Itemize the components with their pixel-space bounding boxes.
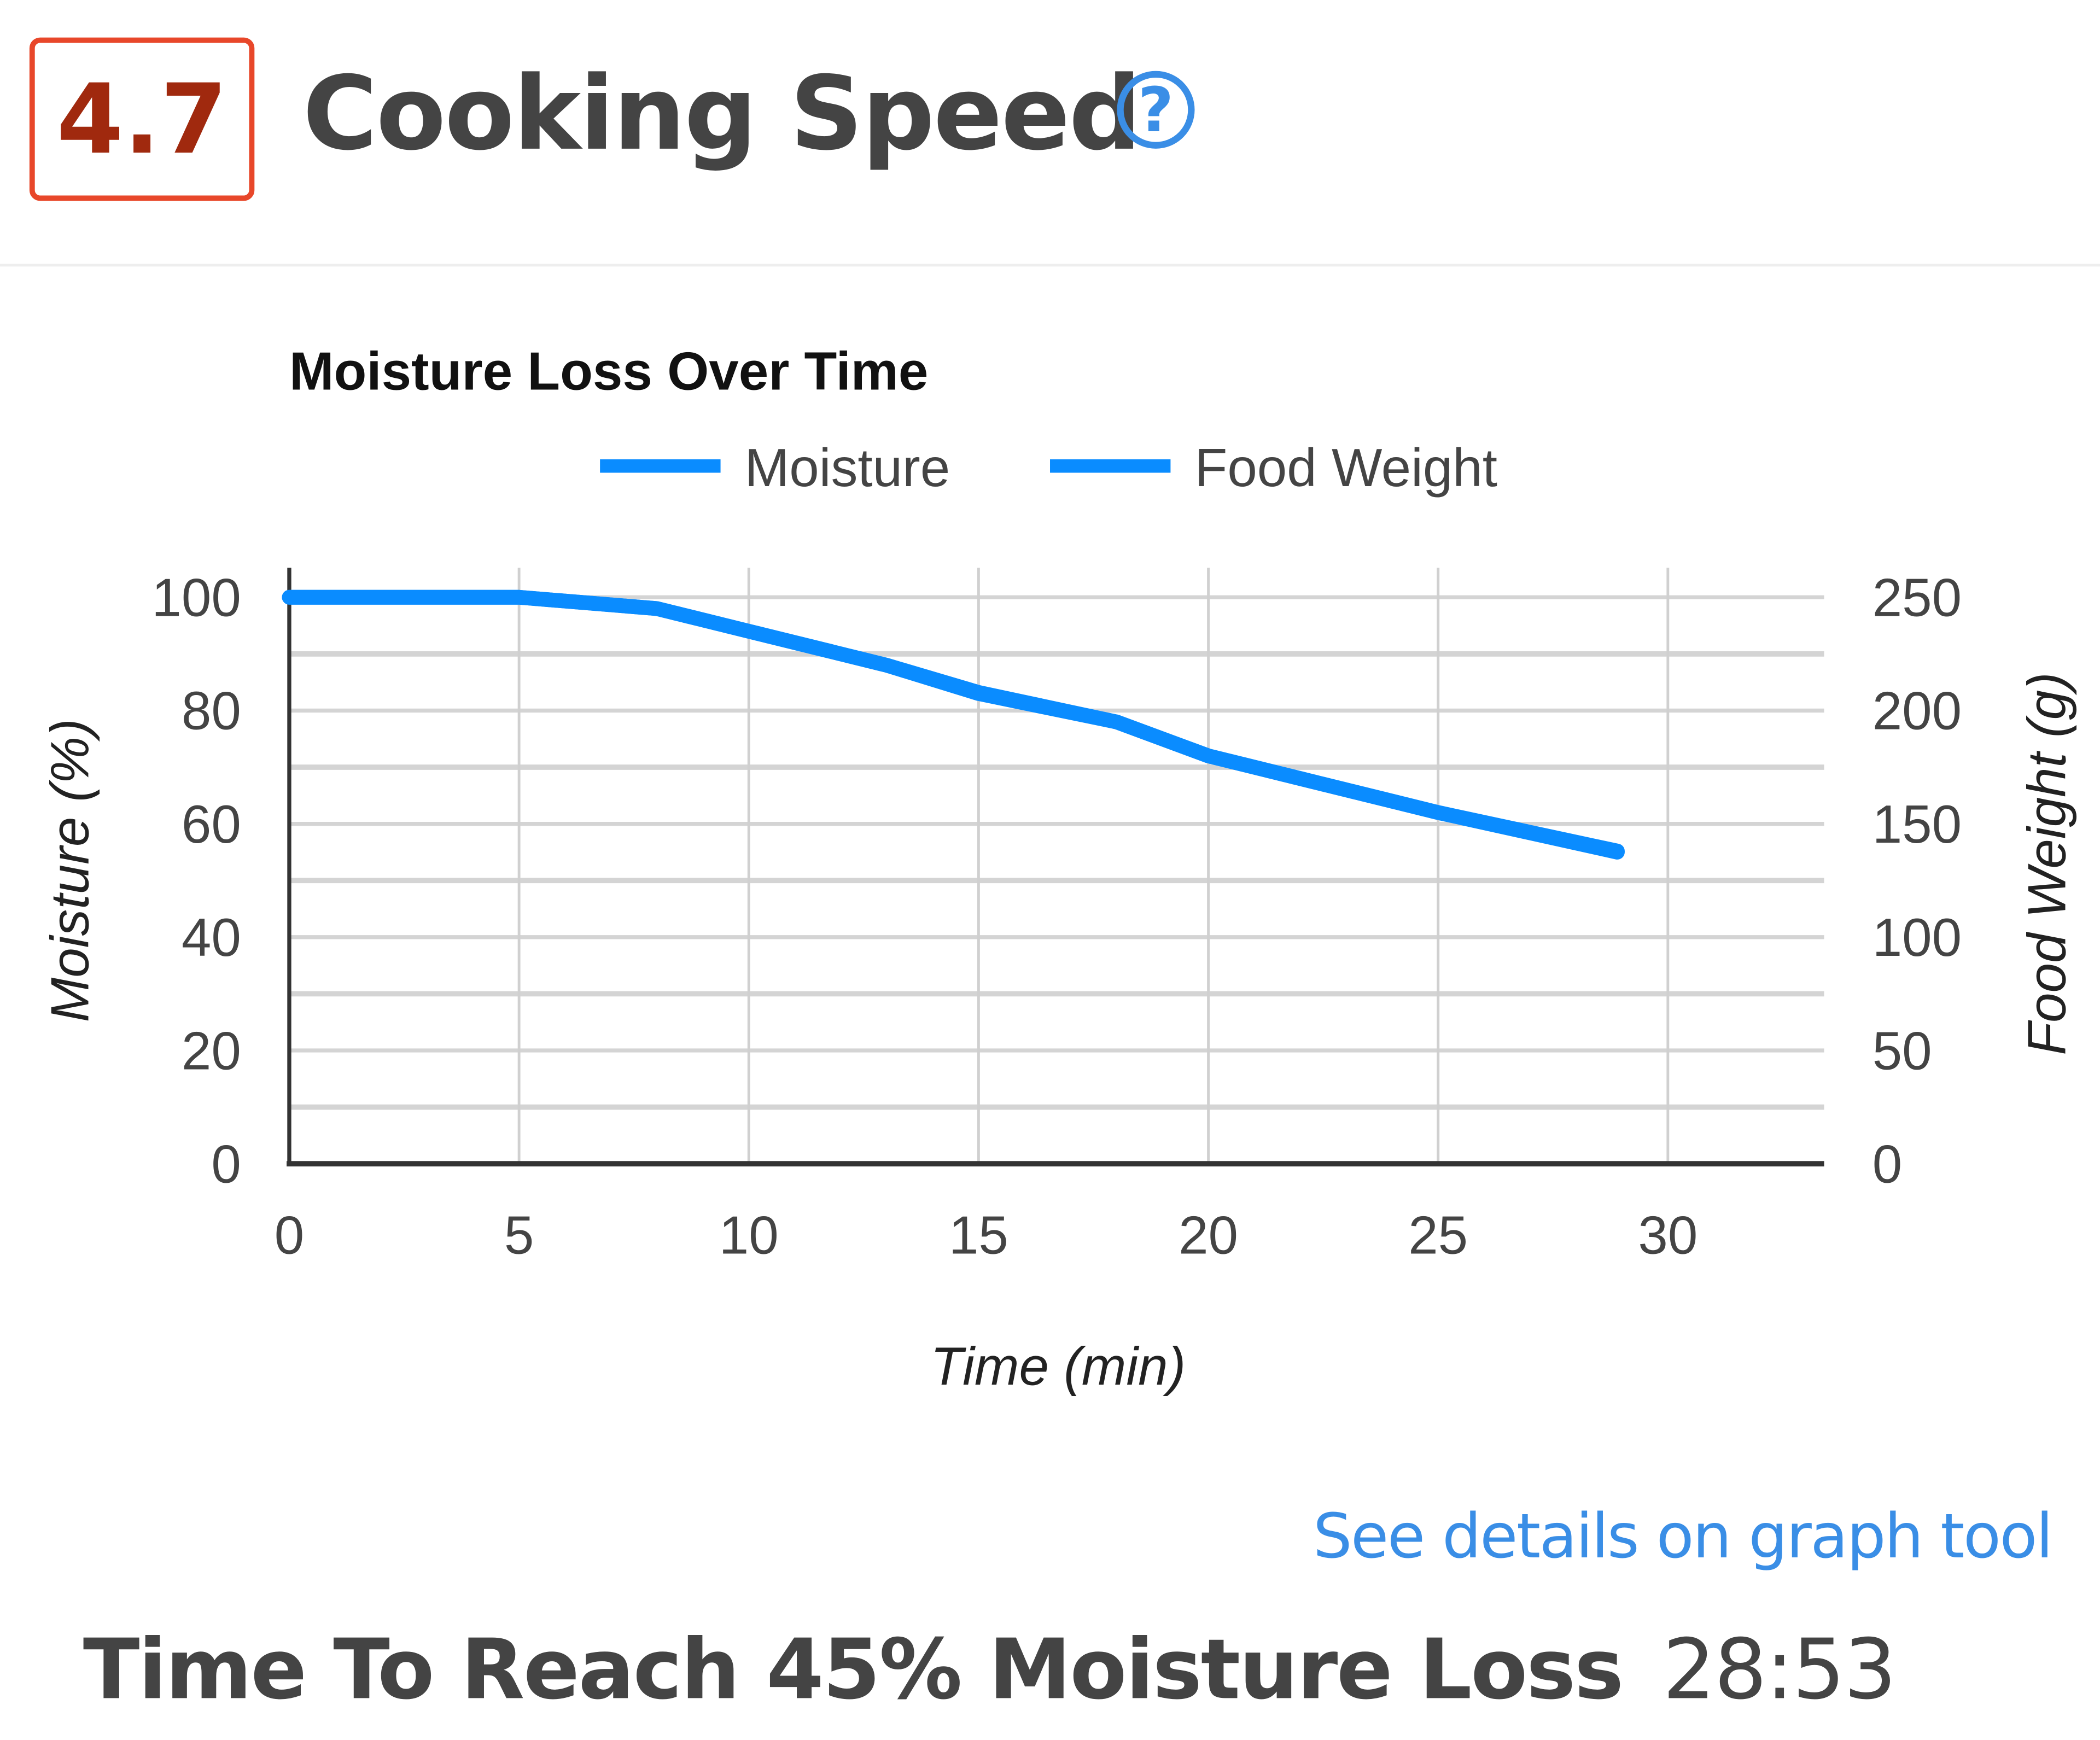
y-tick-label: 40	[182, 907, 241, 967]
metric-label: Time To Reach 45% Moisture Loss	[83, 1620, 1624, 1719]
legend-swatch-food-weight	[1050, 459, 1171, 473]
legend-label-food-weight: Food Weight	[1195, 437, 1497, 498]
y2-tick-label: 50	[1872, 1020, 1932, 1081]
moisture-chart: Moisture Loss Over Time Moisture Food We…	[40, 341, 2077, 1397]
x-tick-label: 20	[1179, 1205, 1238, 1265]
series-line-food-weight	[282, 589, 1625, 859]
section-title: Cooking Speed	[302, 53, 1141, 173]
y-tick-label: 0	[211, 1134, 241, 1194]
graph-tool-link[interactable]: See details on graph tool	[1312, 1499, 2053, 1573]
x-tick-label: 30	[1638, 1205, 1698, 1265]
legend-swatch-moisture	[600, 459, 721, 473]
y2-tick-label: 100	[1872, 907, 1962, 967]
y2-tick-label: 0	[1872, 1134, 1902, 1194]
y-tick-label: 100	[151, 568, 241, 628]
x-tick-label: 15	[949, 1205, 1008, 1265]
y2-axis-label: Food Weight (g)	[2016, 672, 2076, 1055]
x-axis-label: Time (min)	[930, 1336, 1186, 1396]
x-tick-label: 5	[504, 1205, 534, 1265]
y2-tick-label: 250	[1872, 568, 1962, 628]
y-tick-label: 60	[182, 794, 241, 854]
divider	[0, 264, 2100, 267]
legend-label-moisture: Moisture	[745, 437, 950, 498]
legend: Moisture Food Weight	[600, 437, 1497, 498]
metric-value: 28:53	[1662, 1620, 1897, 1719]
y2-tick-label: 200	[1872, 681, 1962, 741]
y-tick-label: 20	[182, 1020, 241, 1081]
y2-tick-label: 150	[1872, 794, 1962, 854]
x-tick-label: 0	[275, 1205, 304, 1265]
y-tick-label: 80	[182, 681, 241, 741]
score-badge: 4.7	[29, 37, 255, 201]
y-axis-label: Moisture (%)	[40, 719, 100, 1022]
x-tick-label: 10	[719, 1205, 779, 1265]
metric-row: Time To Reach 45% Moisture Loss 28:53	[83, 1620, 1897, 1719]
chart-title: Moisture Loss Over Time	[289, 341, 928, 401]
x-tick-label: 25	[1408, 1205, 1468, 1265]
